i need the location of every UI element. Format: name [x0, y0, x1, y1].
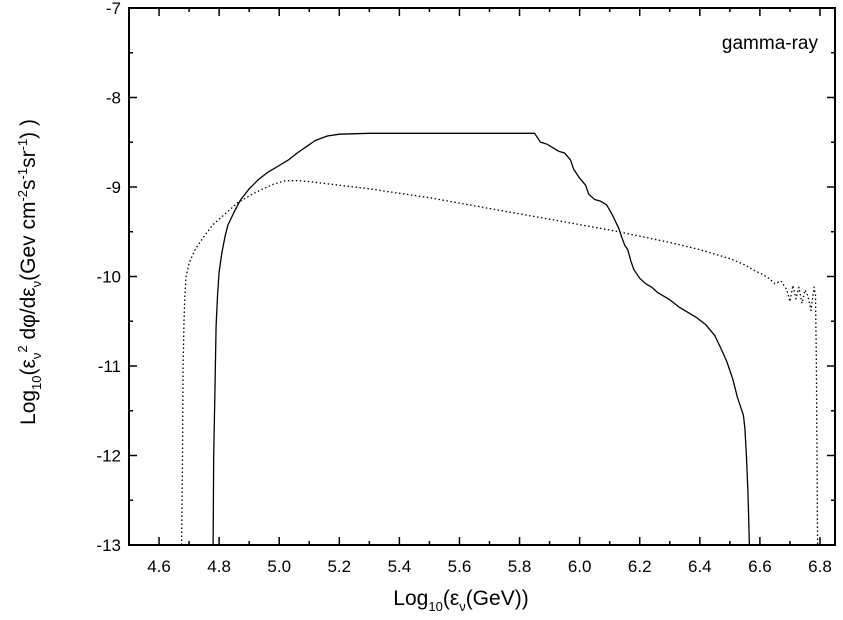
y-title-sub: 10 [29, 375, 44, 389]
x-tick-label: 5.2 [327, 557, 351, 576]
x-title-sub: 10 [428, 599, 442, 614]
x-title-open: ( [443, 587, 450, 610]
y-tick-label: -12 [96, 447, 121, 466]
x-tick-label: 6.4 [688, 557, 712, 576]
y-tick-label: -7 [106, 0, 121, 18]
y-axis-title: Log10(εν2 dφ/dεν(Gev cm-2s-1sr-1) ) [15, 119, 44, 425]
x-tick-labels: 4.6 4.8 5.0 5.2 5.4 5.6 5.8 6.0 6.2 6.4 6.6 6.8 [147, 557, 832, 576]
x-tick-label: 5.8 [508, 557, 532, 576]
x-tick-label: 5.0 [267, 557, 291, 576]
y-title-p2: dφ/dε [17, 287, 40, 345]
y-tick-labels: -7 -8 -9 -10 -11 -12 -13 [96, 0, 121, 555]
x-title-rest: (GeV)) [466, 587, 529, 610]
y-title-prefix: Log [17, 390, 40, 425]
y-title-sup2: 2 [15, 345, 30, 352]
y-title-p1: (ε [17, 359, 40, 375]
x-tick-label: 6.0 [568, 557, 592, 576]
y-tick-label: -13 [96, 536, 121, 555]
x-tick-label: 6.8 [808, 557, 832, 576]
y-tick-label: -8 [106, 89, 121, 108]
y-title-p6: ) ) [17, 119, 40, 139]
x-tick-label: 4.6 [147, 557, 171, 576]
x-title-prefix: Log [393, 587, 428, 610]
y-title-eps-sub: ν [29, 353, 44, 360]
plot-area [128, 7, 836, 546]
y-tick-label: -9 [106, 178, 121, 197]
series-layer [180, 132, 819, 546]
annotation-label: gamma-ray [722, 33, 819, 54]
x-tick-label: 4.8 [207, 557, 231, 576]
x-tick-label: 5.6 [448, 557, 472, 576]
x-title-eps: ε [450, 587, 459, 610]
series-line-solid [212, 132, 751, 546]
series-line-dotted [180, 180, 819, 546]
y-title-sup-s: -1 [15, 168, 30, 180]
y-title-sup-sr: -1 [15, 139, 30, 151]
x-tick-label: 6.2 [628, 557, 652, 576]
y-title-p5: sr [17, 150, 40, 168]
y-title-eps-sub2: ν [29, 281, 44, 288]
y-title-p4: s [17, 179, 40, 190]
x-title-eps-sub: ν [459, 599, 466, 614]
y-tick-label: -11 [98, 357, 121, 376]
y-title-sup-cm: -2 [15, 190, 30, 202]
y-title-p3: (Gev cm [17, 202, 40, 281]
plot-frame [128, 7, 836, 546]
x-tick-label: 5.4 [388, 557, 412, 576]
x-axis-title: Log10(εν(GeV)) [393, 587, 528, 614]
y-tick-label: -10 [96, 268, 121, 287]
ticks-layer [129, 7, 835, 546]
x-tick-label: 6.6 [748, 557, 772, 576]
